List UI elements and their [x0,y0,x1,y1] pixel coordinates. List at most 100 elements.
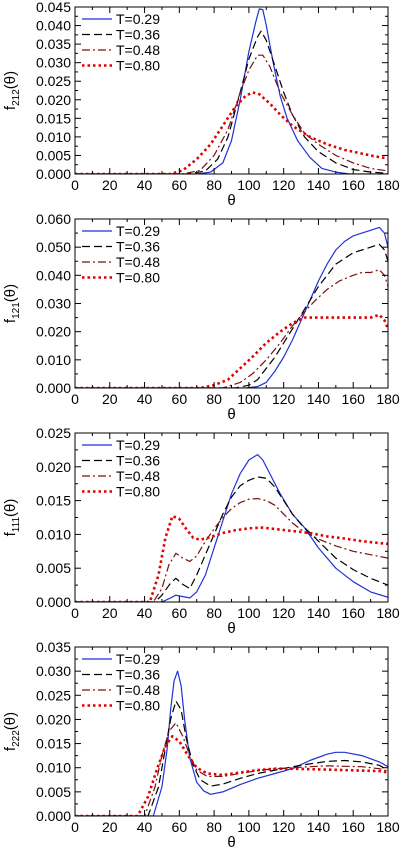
legend: T=0.29T=0.36T=0.48T=0.80 [82,223,160,286]
series-line-1 [75,226,388,388]
y-axis-label: f121(θ) [2,284,22,323]
chart-panel-1: 0 20 40 60 80 100 120 140 160 180 0.000 0.005 0.010 0… [2,0,400,209]
series-line-2 [75,30,388,174]
x-tick-label: 40 [137,177,153,193]
x-axis-label: θ [227,192,235,209]
x-axis-label: θ [227,620,235,637]
y-tick-label: 0.020 [36,324,71,340]
y-tick-label: 0.010 [36,526,71,542]
y-tick-label: 0.000 [36,808,71,824]
legend-entry: T=0.80 [116,698,160,714]
series-line-2 [75,476,388,602]
y-axis-label-sub: 121 [11,302,22,319]
y-tick-label: 0.025 [36,73,71,89]
x-tick-label: 80 [206,177,222,193]
y-tick-label: 0.000 [36,166,71,182]
x-tick-label: 100 [237,391,261,407]
series-line-3 [75,722,388,816]
y-tick-label: 0.030 [36,296,71,312]
y-tick-label: 0.025 [36,425,71,441]
y-tick-label: 0.020 [36,92,71,108]
x-tick-label: 180 [376,819,400,835]
y-tick-label: 0.050 [36,239,71,255]
series-line-1 [75,454,388,602]
legend-entry: T=0.29 [116,651,160,667]
legend: T=0.29T=0.36T=0.48T=0.80 [82,11,160,74]
x-tick-label: 160 [342,819,366,835]
y-tick-label: 0.025 [36,687,71,703]
x-tick-label: 60 [172,391,188,407]
x-tick-label: 100 [237,819,261,835]
y-tick-label: 0.015 [36,736,71,752]
y-tick-label: 0.005 [36,784,71,800]
y-tick-label: 0.010 [36,129,71,145]
x-tick-label: 160 [342,391,366,407]
chart-panel-2: 0 20 40 60 80 100 120 140 160 180 0.000 0.010 0.020 0… [2,211,400,423]
x-tick-label: 40 [137,391,153,407]
y-axis-label-tail: (θ) [2,712,19,730]
series-line-3 [75,54,388,174]
series-line-4 [75,514,388,602]
y-tick-label: 0.005 [36,560,71,576]
x-axis-label: θ [227,406,235,423]
y-axis-label-main: f [2,531,19,536]
x-tick-label: 120 [272,605,296,621]
x-tick-label: 160 [342,177,366,193]
x-tick-label: 20 [102,819,118,835]
y-tick-label: 0.040 [36,267,71,283]
y-tick-label: 0.030 [36,55,71,71]
y-axis-label: f212(θ) [2,71,22,110]
legend-entry: T=0.29 [116,223,160,239]
y-axis-label-main: f [2,318,19,323]
y-axis-label-tail: (θ) [2,499,19,517]
legend-entry: T=0.36 [116,27,160,43]
y-axis-label-sub: 222 [11,730,22,747]
legend-entry: T=0.80 [116,270,160,286]
y-tick-label: 0.010 [36,352,71,368]
legend-entry: T=0.48 [116,254,160,270]
legend-entry: T=0.29 [116,11,160,27]
legend-entry: T=0.36 [116,453,160,469]
series-line-4 [75,313,388,388]
x-tick-label: 0 [71,177,79,193]
x-tick-label: 20 [102,391,118,407]
y-axis-label-sub: 212 [11,89,22,106]
x-tick-label: 60 [172,819,188,835]
y-tick-label: 0.000 [36,594,71,610]
x-tick-label: 140 [307,391,331,407]
x-tick-label: 40 [137,605,153,621]
y-tick-label: 0.020 [36,459,71,475]
legend-entry: T=0.48 [116,42,160,58]
series-line-3 [75,269,388,388]
x-axis-label: θ [227,834,235,851]
x-tick-label: 140 [307,177,331,193]
x-tick-label: 40 [137,819,153,835]
y-tick-label: 0.040 [36,18,71,34]
y-axis-label: f222(θ) [2,712,22,751]
legend: T=0.29T=0.36T=0.48T=0.80 [82,651,160,714]
x-tick-label: 120 [272,819,296,835]
series-line-3 [75,498,388,602]
x-tick-label: 180 [376,605,400,621]
y-axis-label-main: f [2,105,19,110]
legend-entry: T=0.48 [116,682,160,698]
x-tick-label: 60 [172,177,188,193]
x-tick-label: 100 [237,177,261,193]
y-axis-label-tail: (θ) [2,284,19,302]
y-axis-label: f111(θ) [2,499,22,537]
x-tick-label: 120 [272,177,296,193]
y-tick-label: 0.030 [36,663,71,679]
chart-panel-3: 0 20 40 60 80 100 120 140 160 180 0.000 0.005 0.010 0… [2,425,400,637]
y-tick-label: 0.045 [36,0,71,15]
y-tick-label: 0.010 [36,760,71,776]
x-tick-label: 80 [206,605,222,621]
legend-entry: T=0.80 [116,58,160,74]
x-tick-label: 180 [376,391,400,407]
x-tick-label: 20 [102,605,118,621]
y-tick-label: 0.035 [36,36,71,52]
series-line-4 [75,91,388,174]
y-tick-label: 0.035 [36,639,71,655]
x-tick-label: 120 [272,391,296,407]
legend-entry: T=0.36 [116,239,160,255]
